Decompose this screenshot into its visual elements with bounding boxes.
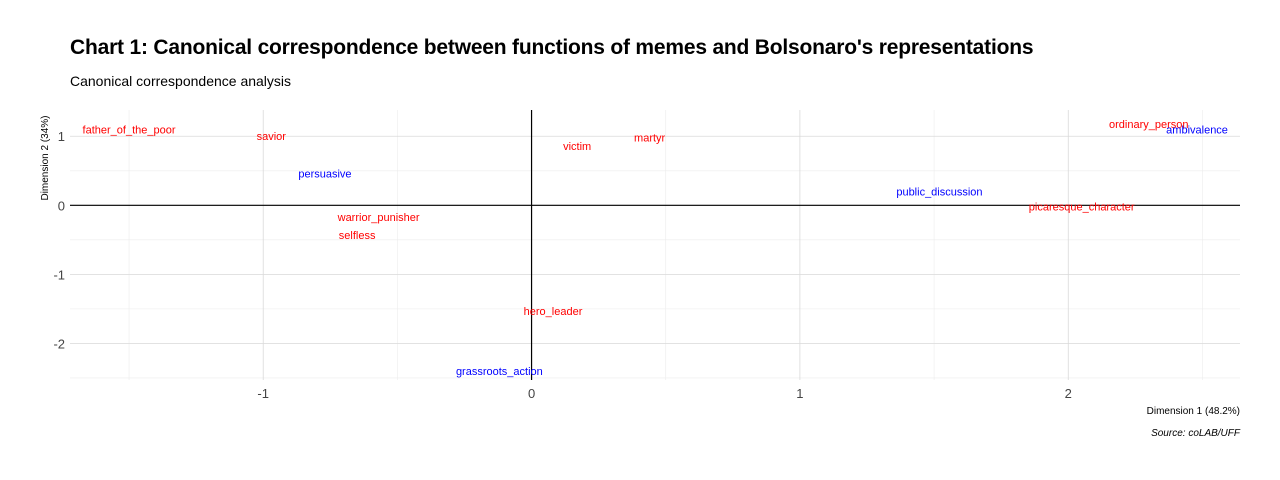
point-label-persuasive: persuasive: [298, 169, 351, 181]
axis-layer: -1 0 1 2 1 0 -1 -2: [53, 110, 1240, 401]
grid-layer: [70, 110, 1240, 380]
point-label-ambivalence: ambivalence: [1166, 124, 1228, 136]
y-axis-title: Dimension 2 (34%): [40, 115, 51, 200]
chart-subtitle: Canonical correspondence analysis: [70, 73, 292, 89]
x-tick-label: 0: [528, 386, 535, 401]
point-label-picaresque-character: picaresque_character: [1029, 202, 1135, 214]
point-label-victim: victim: [563, 141, 591, 153]
point-label-ordinary-person: ordinary_person: [1109, 119, 1189, 131]
chart-title: Chart 1: Canonical correspondence betwee…: [70, 36, 1034, 59]
chart-caption: Source: coLAB/UFF: [1151, 428, 1240, 439]
y-tick-label: -1: [53, 267, 65, 282]
point-label-savior: savior: [257, 131, 287, 143]
x-tick-label: 2: [1065, 386, 1072, 401]
y-tick-label: -2: [53, 336, 65, 351]
point-label-selfless: selfless: [339, 230, 376, 242]
x-tick-label: -1: [257, 386, 269, 401]
point-label-warrior-punisher: warrior_punisher: [337, 212, 420, 224]
point-label-martyr: martyr: [634, 133, 666, 145]
point-label-public-discussion: public_discussion: [896, 186, 982, 198]
y-tick-label: 0: [58, 198, 65, 213]
y-tick-label: 1: [58, 129, 65, 144]
x-axis-title: Dimension 1 (48.2%): [1147, 406, 1240, 417]
x-tick-label: 1: [796, 386, 803, 401]
point-label-hero-leader: hero_leader: [524, 306, 583, 318]
point-label-father-of-the-poor: father_of_the_poor: [83, 124, 176, 136]
point-label-grassroots-action: grassroots_action: [456, 366, 543, 378]
